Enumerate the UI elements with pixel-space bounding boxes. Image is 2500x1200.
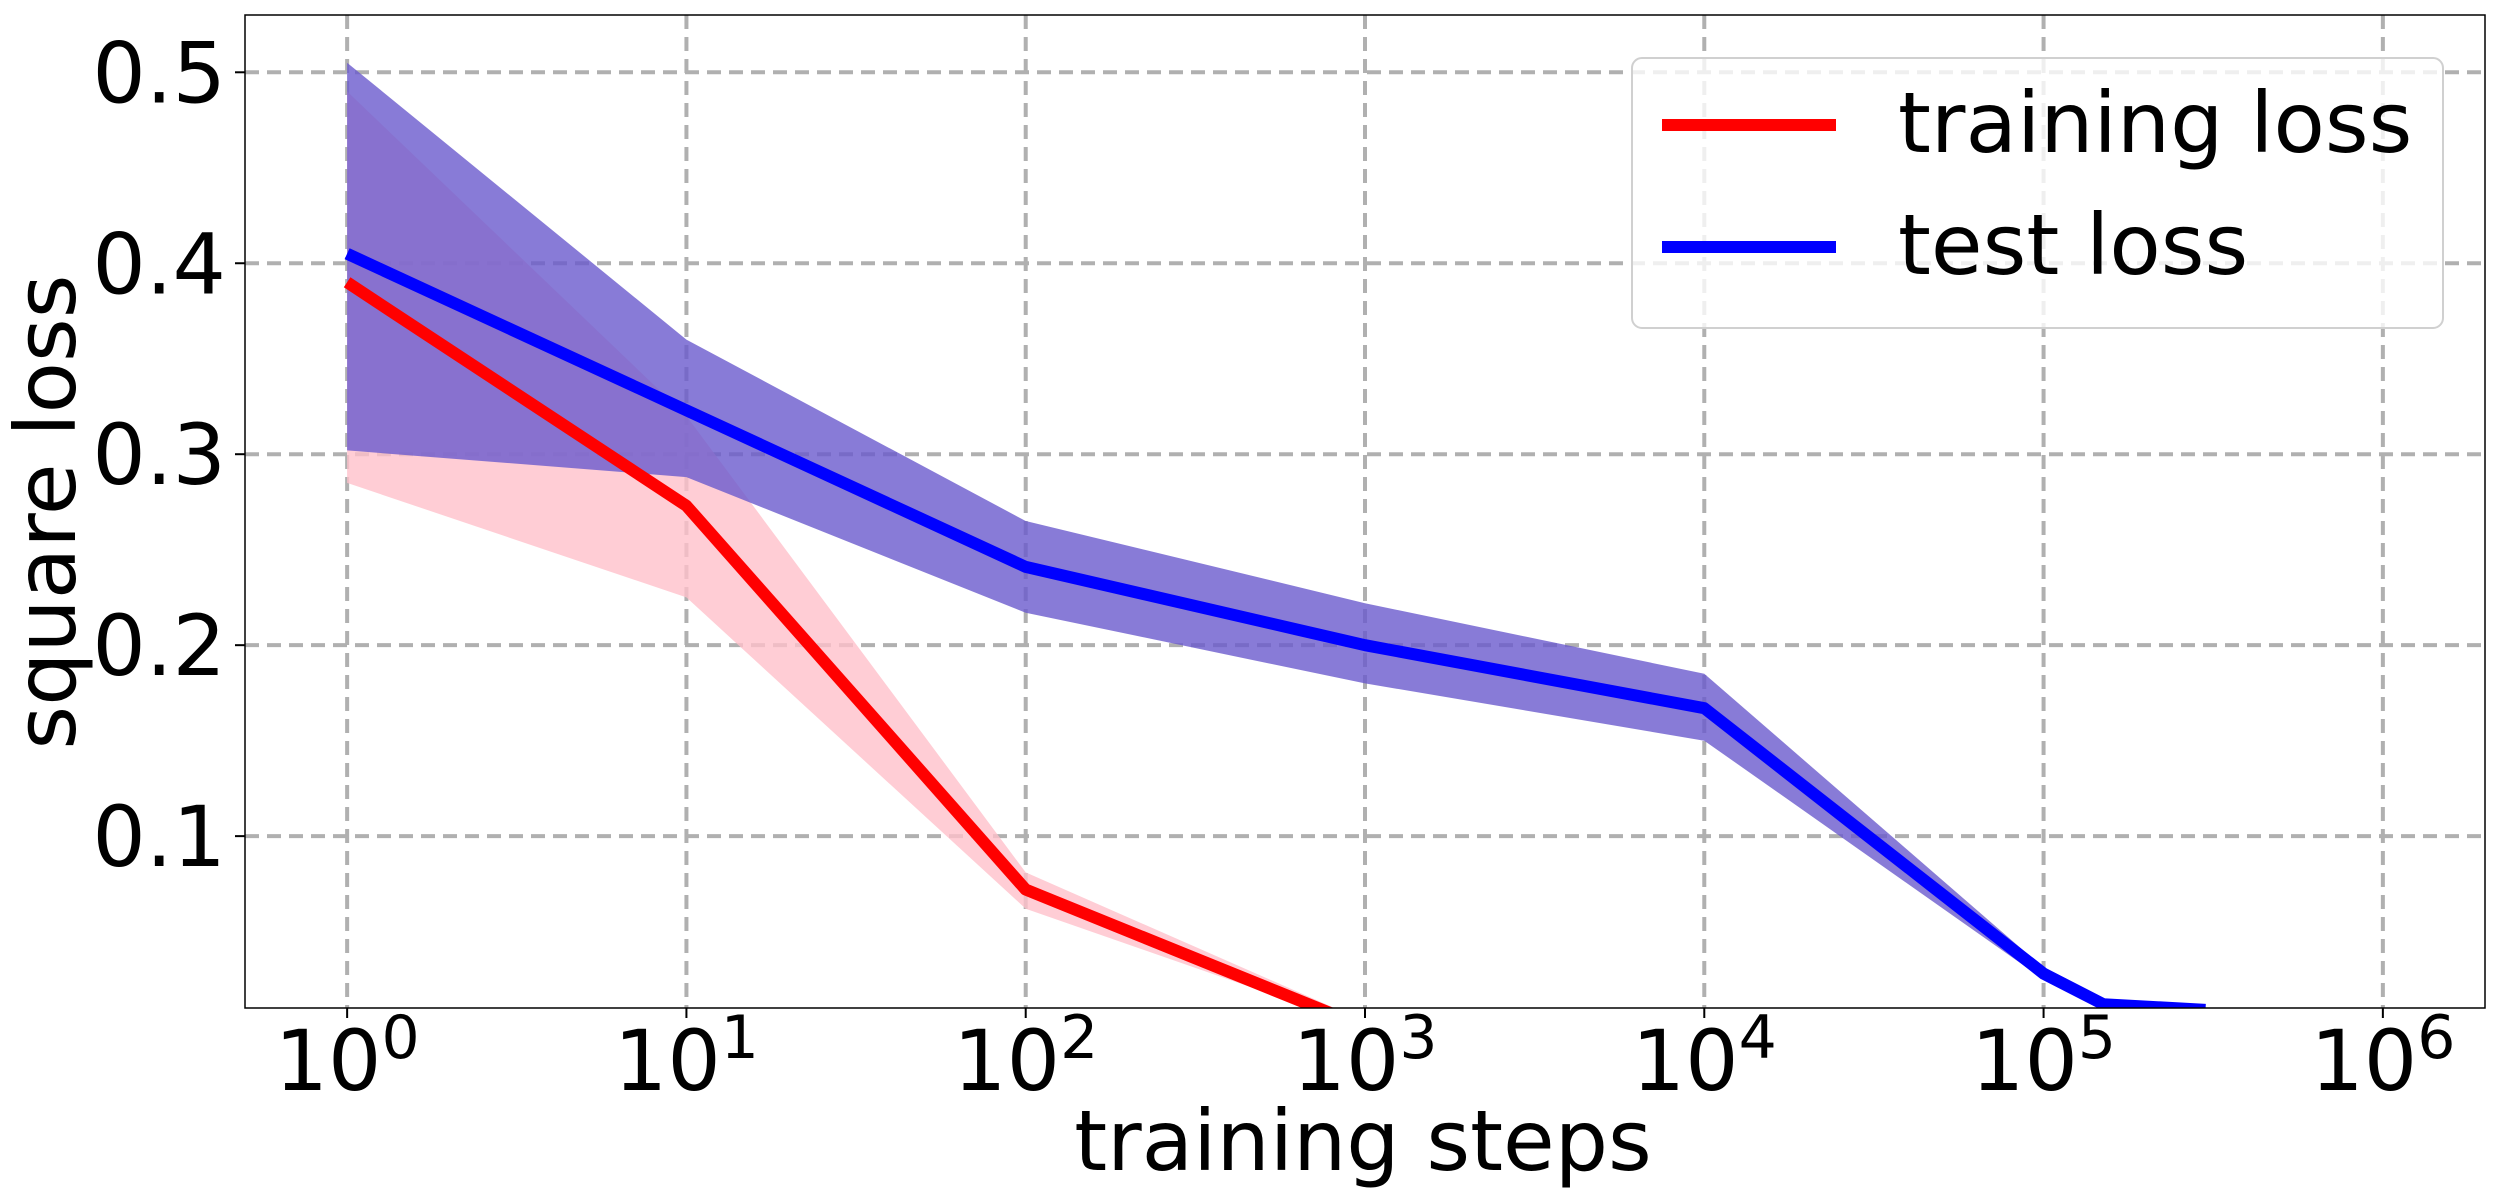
y-axis-title: square loss bbox=[0, 274, 95, 749]
legend: training loss test loss bbox=[1631, 57, 2444, 329]
x-tick-label: 103 bbox=[1292, 1003, 1437, 1110]
x-tick-label: 102 bbox=[953, 1003, 1098, 1110]
line-test-loss bbox=[344, 248, 2206, 1008]
y-tick-label: 0.3 bbox=[92, 406, 226, 504]
x-tick-label: 106 bbox=[2310, 1003, 2455, 1110]
legend-label-training-loss: training loss bbox=[1898, 74, 2412, 172]
series-lines bbox=[343, 248, 2206, 1008]
x-tick-label: 101 bbox=[614, 1003, 759, 1110]
y-tick-label: 0.2 bbox=[92, 597, 226, 695]
y-tick-label: 0.5 bbox=[92, 24, 226, 122]
axis-ticks: 100 101 102 103 104 105 106 0.1 0.2 0.3 0.4 0.5 bbox=[92, 24, 2455, 1110]
x-tick-label: 104 bbox=[1632, 1003, 1777, 1110]
line-training-loss bbox=[343, 277, 1334, 1008]
x-tick-label: 105 bbox=[1971, 1003, 2116, 1110]
x-tick-label: 100 bbox=[275, 1003, 420, 1110]
legend-label-test-loss: test loss bbox=[1898, 196, 2248, 294]
x-axis-title: training steps bbox=[1074, 1092, 1652, 1190]
y-tick-label: 0.1 bbox=[92, 788, 226, 886]
y-tick-label: 0.4 bbox=[92, 215, 226, 313]
